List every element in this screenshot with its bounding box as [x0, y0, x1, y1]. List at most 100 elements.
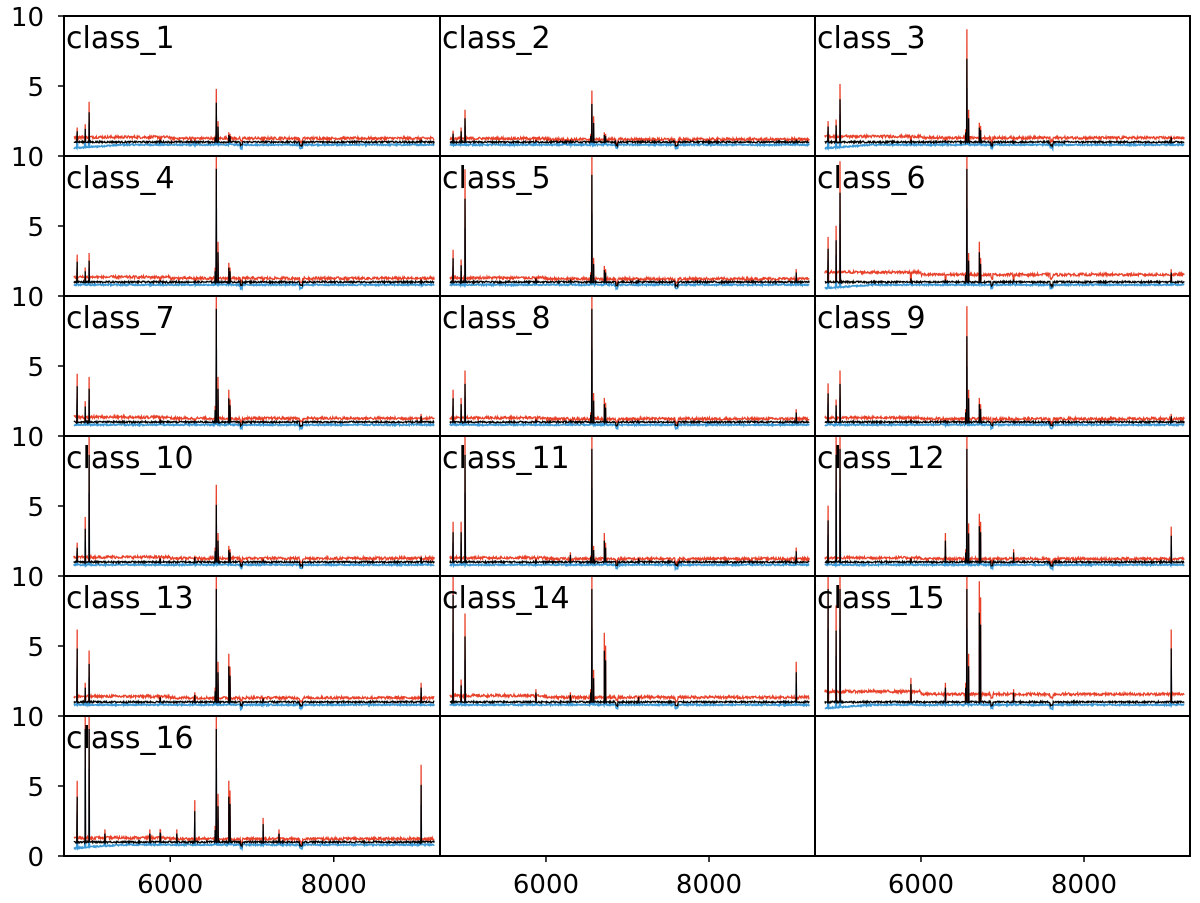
series-lower	[449, 488, 810, 572]
x-tick-label: 8000	[301, 870, 367, 900]
tick-labels-layer: 5 10 5 10 5 10 5 10 5 10 0 5 10 6000 8000 6000 8000 6000 8…	[11, 3, 1117, 900]
y-tick-label: 10	[11, 563, 44, 593]
series-upper	[449, 90, 810, 147]
series-median	[73, 308, 435, 428]
series-lower	[824, 628, 1185, 711]
y-tick-label: 5	[27, 353, 44, 383]
panel-class_2: class_2	[442, 21, 810, 150]
y-tick-label: 10	[11, 703, 44, 733]
panel-class_14: class_14	[442, 576, 810, 710]
panel-title: class_15	[817, 581, 945, 616]
panel-class_8: class_8	[442, 296, 810, 431]
series-lower	[73, 768, 435, 852]
series-upper	[824, 156, 1185, 283]
panel-frames	[63, 15, 1191, 857]
panel-class_13: class_13	[66, 576, 435, 712]
panel-title: class_9	[817, 301, 926, 336]
series-lower	[73, 348, 435, 432]
series-upper	[449, 156, 810, 285]
panel-class_12: class_12	[817, 436, 1185, 572]
panel-class_7: class_7	[66, 296, 435, 432]
panel-class_11: class_11	[442, 436, 810, 572]
panel-title: class_7	[66, 301, 175, 336]
series-lower	[449, 212, 810, 291]
panel-class_4: class_4	[66, 156, 435, 292]
series-upper	[73, 716, 435, 846]
panel-class_10: class_10	[66, 436, 435, 571]
y-tick-label: 10	[11, 283, 44, 313]
series-lower	[73, 116, 435, 151]
series-lower	[449, 628, 810, 710]
series-median	[824, 58, 1185, 149]
series-median	[449, 174, 810, 289]
series-lower	[824, 366, 1185, 431]
series-lower	[449, 348, 810, 431]
series-upper	[73, 436, 435, 564]
x-tick-label: 8000	[1051, 870, 1117, 900]
series-upper	[824, 576, 1185, 703]
panel-title: class_16	[66, 721, 194, 756]
y-tick-label: 5	[27, 773, 44, 803]
y-tick-label: 5	[27, 73, 44, 103]
series-lower	[73, 628, 435, 712]
series-median	[73, 102, 435, 148]
series-median	[824, 168, 1185, 289]
y-tick-label: 10	[11, 3, 44, 33]
series-lower	[824, 88, 1185, 153]
series-upper	[73, 156, 435, 285]
series-upper	[449, 296, 810, 425]
x-tick-label: 8000	[676, 870, 742, 900]
panel-title: class_6	[817, 161, 926, 196]
series-median	[73, 454, 435, 569]
x-tick-label: 6000	[137, 870, 203, 900]
y-tick-label: 5	[27, 213, 44, 243]
panel-class_15: class_15	[817, 576, 1185, 711]
series-median	[73, 168, 435, 288]
y-tick-label: 0	[27, 843, 44, 873]
panel-title: class_8	[442, 301, 551, 336]
panel-title: class_5	[442, 161, 551, 196]
series-upper	[449, 576, 810, 704]
series-upper	[824, 306, 1185, 425]
panel-title: class_1	[66, 21, 175, 56]
series-upper	[449, 436, 810, 565]
panel-title: class_11	[442, 441, 570, 476]
series-median	[824, 336, 1185, 427]
panel-class_1: class_1	[66, 21, 435, 151]
series-upper	[73, 296, 435, 424]
panel-title: class_3	[817, 21, 926, 56]
series-upper	[824, 29, 1185, 145]
panel-class_5: class_5	[442, 156, 810, 291]
series-upper	[73, 88, 435, 146]
series-upper	[824, 436, 1185, 566]
series-lower	[449, 117, 810, 150]
panel-title: class_10	[66, 441, 194, 476]
panel-class_6: class_6	[817, 156, 1185, 291]
series-lower	[73, 492, 435, 571]
series-median	[824, 448, 1185, 568]
series-median	[449, 448, 810, 567]
series-lower	[824, 208, 1185, 291]
y-tick-label: 5	[27, 493, 44, 523]
y-tick-label: 10	[11, 143, 44, 173]
panel-title: class_4	[66, 161, 175, 196]
panel-title: class_2	[442, 21, 551, 56]
y-tick-label: 10	[11, 423, 44, 453]
y-tick-label: 5	[27, 633, 44, 663]
series-median	[73, 728, 435, 849]
panel-title: class_12	[817, 441, 945, 476]
x-tick-label: 6000	[888, 870, 954, 900]
x-tick-label: 6000	[513, 870, 579, 900]
panel-title: class_13	[66, 581, 194, 616]
panel-class_3: class_3	[817, 21, 1185, 153]
series-median	[449, 103, 810, 149]
series-lower	[73, 208, 435, 292]
series-lower	[824, 488, 1185, 572]
series-median	[824, 588, 1185, 708]
series-median	[73, 588, 435, 708]
panel-class_9: class_9	[817, 301, 1185, 431]
panel-title: class_14	[442, 581, 570, 616]
series-median	[449, 308, 810, 427]
